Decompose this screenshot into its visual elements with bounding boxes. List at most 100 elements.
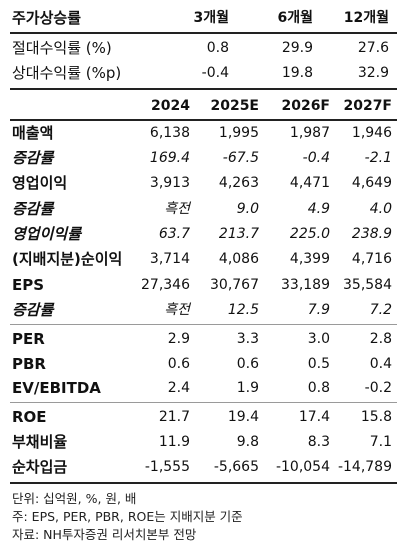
table-row: PER 2.9 3.3 3.0 2.8	[10, 326, 397, 352]
cell: -0.2	[364, 380, 392, 396]
cell: 19.8	[281, 65, 313, 81]
divider-bottom	[10, 482, 397, 484]
row-label: 증감률	[12, 200, 54, 218]
note-units: 단위: 십억원, %, 원, 배	[12, 491, 137, 506]
row-label: 증감률	[12, 149, 54, 167]
table-row: EPS 27,346 30,767 33,189 35,584	[10, 272, 397, 298]
cell: 0.8	[206, 40, 229, 56]
cell: 17.4	[298, 409, 330, 425]
cell: 4,399	[289, 251, 330, 267]
row-label: 매출액	[12, 124, 54, 142]
cell: -14,789	[337, 459, 392, 475]
row-label: 순차입금	[12, 458, 68, 476]
cell: 2.8	[369, 331, 392, 347]
row-label: EV/EBITDA	[12, 379, 101, 397]
cell: 4,263	[218, 175, 259, 191]
cell: 7.9	[307, 302, 330, 318]
price-header-label: 주가상승률	[12, 9, 82, 27]
price-row-relative: 상대수익률 (%p) -0.4 19.8 32.9	[10, 60, 397, 86]
row-label: 영업이익률	[12, 225, 82, 243]
cell: 흑전	[164, 302, 190, 318]
row-label: (지배지분)순이익	[12, 250, 123, 268]
divider-header	[10, 119, 397, 121]
cell: 0.8	[307, 380, 330, 396]
table-row: 증감률 169.4 -67.5 -0.4 -2.1	[10, 145, 397, 171]
price-row-absolute: 절대수익률 (%) 0.8 29.9 27.6	[10, 35, 397, 61]
cell: 0.6	[236, 356, 259, 372]
cell: 33,189	[281, 277, 330, 293]
cell: 4.0	[369, 201, 392, 217]
col-2027f: 2027F	[343, 98, 392, 114]
row-label: EPS	[12, 276, 45, 294]
table-row: (지배지분)순이익 3,714 4,086 4,399 4,716	[10, 246, 397, 272]
cell: 225.0	[289, 226, 330, 242]
cell: 7.2	[369, 302, 392, 318]
table-row: 부채비율 11.9 9.8 8.3 7.1	[10, 429, 397, 455]
table-row: 증감률 흑전 9.0 4.9 4.0	[10, 196, 397, 222]
row-label: PBR	[12, 355, 46, 373]
cell: 238.9	[351, 226, 392, 242]
cell: 2.9	[167, 331, 190, 347]
cell: 3,913	[149, 175, 190, 191]
table-row: ROE 21.7 19.4 17.4 15.8	[10, 404, 397, 430]
cell: 29.9	[281, 40, 313, 56]
row-label: PER	[12, 330, 45, 348]
cell: 3.0	[307, 331, 330, 347]
table-row: EV/EBITDA 2.4 1.9 0.8 -0.2	[10, 375, 397, 401]
cell: 1,987	[289, 125, 330, 141]
table-row: PBR 0.6 0.6 0.5 0.4	[10, 351, 397, 377]
cell: 213.7	[218, 226, 259, 242]
cell: 흑전	[164, 201, 190, 217]
cell: -0.4	[201, 65, 229, 81]
cell: 0.6	[167, 356, 190, 372]
cell: 9.0	[236, 201, 259, 217]
notes: 단위: 십억원, %, 원, 배 주: EPS, PER, PBR, ROE는 …	[12, 490, 243, 544]
cell: 4.9	[307, 201, 330, 217]
cell: 63.7	[158, 226, 190, 242]
cell: 1,995	[218, 125, 259, 141]
table-row: 순차입금 -1,555 -5,665 -10,054 -14,789	[10, 454, 397, 480]
col-2025e: 2025E	[210, 98, 259, 114]
cell: 4,086	[218, 251, 259, 267]
cell: -1,555	[144, 459, 190, 475]
col-2026f: 2026F	[281, 98, 330, 114]
cell: 169.4	[149, 150, 190, 166]
cell: 9.8	[236, 434, 259, 450]
row-label: 증감률	[12, 301, 54, 319]
cell: 11.9	[158, 434, 190, 450]
cell: 7.1	[369, 434, 392, 450]
note-basis: 주: EPS, PER, PBR, ROE는 지배지분 기준	[12, 509, 243, 524]
row-label: 부채비율	[12, 433, 68, 451]
row-label: 영업이익	[12, 174, 68, 192]
cell: -2.1	[364, 150, 392, 166]
row-label: 상대수익률 (%p)	[12, 64, 122, 82]
cell: 0.5	[307, 356, 330, 372]
col-6m: 6개월	[277, 10, 313, 26]
table-row: 증감률 흑전 12.5 7.9 7.2	[10, 297, 397, 323]
divider-top	[10, 32, 397, 34]
cell: -67.5	[222, 150, 259, 166]
cell: -5,665	[213, 459, 259, 475]
cell: 1,946	[351, 125, 392, 141]
cell: 4,471	[289, 175, 330, 191]
cell: 4,649	[351, 175, 392, 191]
cell: -10,054	[275, 459, 330, 475]
cell: 30,767	[210, 277, 259, 293]
table-row: 영업이익률 63.7 213.7 225.0 238.9	[10, 221, 397, 247]
row-label: 절대수익률 (%)	[12, 39, 112, 57]
price-header-row: 주가상승률 3개월 6개월 12개월	[10, 5, 397, 31]
cell: 21.7	[158, 409, 190, 425]
row-label: ROE	[12, 408, 47, 426]
cell: 1.9	[236, 380, 259, 396]
cell: -0.4	[302, 150, 330, 166]
cell: 32.9	[357, 65, 389, 81]
divider-section	[10, 88, 397, 90]
cell: 12.5	[227, 302, 259, 318]
note-source: 자료: NH투자증권 리서치본부 전망	[12, 527, 197, 542]
cell: 0.4	[369, 356, 392, 372]
cell: 35,584	[343, 277, 392, 293]
cell: 8.3	[307, 434, 330, 450]
cell: 3.3	[236, 331, 259, 347]
cell: 19.4	[227, 409, 259, 425]
divider-returns	[10, 402, 397, 403]
